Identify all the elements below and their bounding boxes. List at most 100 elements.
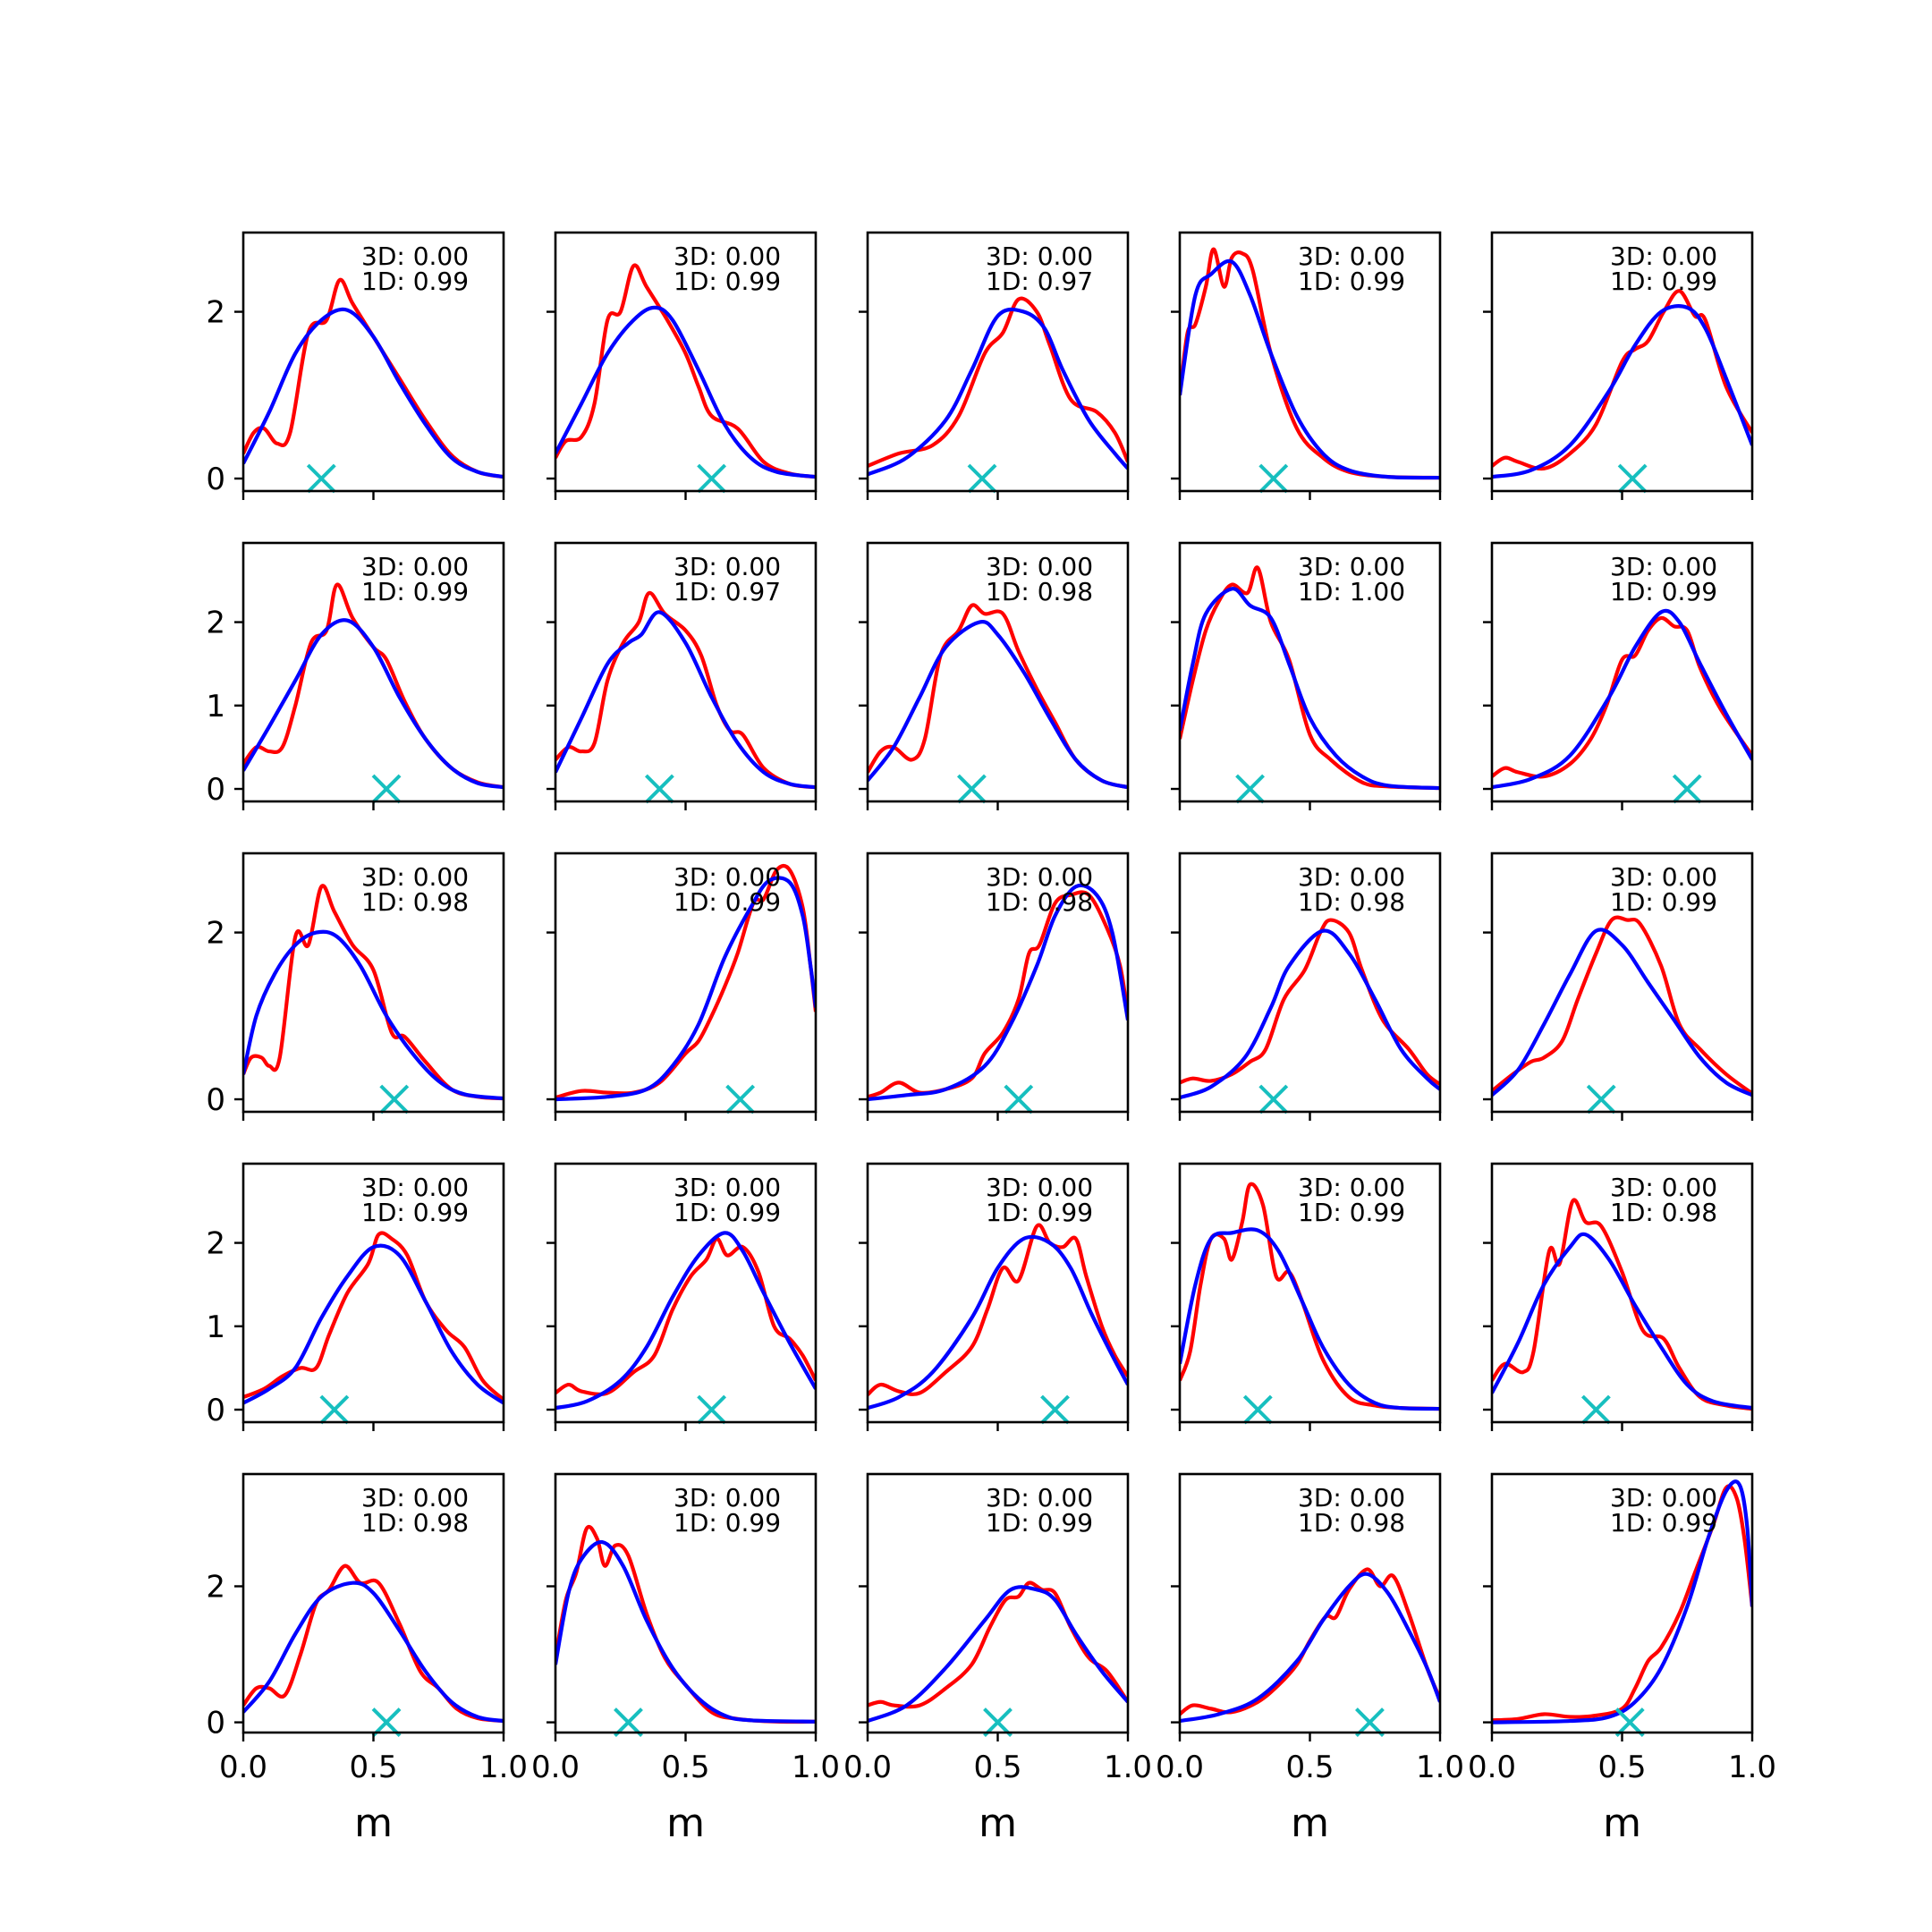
- annotation-3d: 3D: 0.00: [1610, 1483, 1717, 1513]
- x-tick-label: 0.5: [349, 1750, 397, 1785]
- series-red-line: [1492, 289, 1752, 471]
- annotation-3d: 3D: 0.00: [1610, 242, 1717, 271]
- annotation-1d: 1D: 0.99: [1610, 577, 1717, 606]
- series-blue-line: [555, 876, 816, 1102]
- series-blue-line: [243, 618, 504, 790]
- cross-marker: [371, 1707, 402, 1738]
- x-tick-label: 0.5: [1597, 1750, 1646, 1785]
- series-red-line: [1492, 1484, 1752, 1723]
- series-blue-line: [1492, 1479, 1752, 1724]
- x-axis-label: m: [354, 1801, 393, 1846]
- y-tick-label: 0: [206, 462, 225, 497]
- series-blue-line: [555, 610, 816, 790]
- cross-marker: [1235, 774, 1265, 804]
- series-red-line: [243, 884, 504, 1101]
- series-blue-line: [868, 883, 1128, 1102]
- x-axis-label: m: [1291, 1801, 1329, 1846]
- series-blue-line: [555, 1539, 816, 1724]
- annotation-1d: 1D: 0.99: [986, 1508, 1093, 1538]
- cross-marker: [1614, 1707, 1645, 1738]
- x-tick-label: 0.5: [1285, 1750, 1334, 1785]
- annotation-3d: 3D: 0.00: [986, 242, 1093, 271]
- annotation-1d: 1D: 0.97: [986, 267, 1093, 296]
- annotation-1d: 1D: 0.99: [1610, 1508, 1717, 1538]
- series-blue-line: [1492, 928, 1752, 1097]
- cross-marker: [967, 463, 997, 494]
- series-red-line: [1492, 915, 1752, 1096]
- series-blue-line: [1180, 1227, 1440, 1411]
- cross-marker: [1258, 463, 1289, 494]
- annotation-1d: 1D: 0.99: [674, 1198, 781, 1227]
- y-tick-label: 0: [206, 1706, 225, 1741]
- cross-marker: [1580, 1394, 1611, 1425]
- cross-marker: [1672, 774, 1702, 804]
- annotation-1d: 1D: 0.99: [674, 1508, 781, 1538]
- annotation-1d: 1D: 0.97: [674, 577, 781, 606]
- series-blue-line: [555, 305, 816, 479]
- x-tick-label: 0.0: [219, 1750, 267, 1785]
- annotation-1d: 1D: 0.98: [361, 1508, 469, 1538]
- series-blue-line: [868, 620, 1128, 790]
- y-tick-label: 2: [206, 916, 225, 952]
- y-tick-label: 2: [206, 1226, 225, 1262]
- x-tick-label: 0.5: [661, 1750, 709, 1785]
- annotation-1d: 1D: 0.98: [361, 887, 469, 917]
- cross-marker: [644, 774, 674, 804]
- x-axis-label: m: [666, 1801, 705, 1846]
- cross-marker: [983, 1707, 1013, 1738]
- annotation-1d: 1D: 0.99: [361, 577, 469, 606]
- y-tick-label: 2: [206, 295, 225, 331]
- series-blue-line: [868, 307, 1128, 477]
- cross-marker: [1586, 1084, 1616, 1114]
- annotation-3d: 3D: 0.00: [1298, 1483, 1405, 1513]
- annotation-1d: 1D: 0.99: [361, 1198, 469, 1227]
- series-red-line: [868, 890, 1128, 1099]
- y-tick-label: 1: [206, 689, 225, 724]
- annotation-3d: 3D: 0.00: [986, 1483, 1093, 1513]
- annotation-3d: 3D: 0.00: [1298, 862, 1405, 892]
- cross-marker: [697, 463, 727, 494]
- annotation-3d: 3D: 0.00: [986, 552, 1093, 581]
- annotation-1d: 1D: 0.98: [986, 887, 1093, 917]
- series-red-line: [868, 296, 1128, 468]
- cross-marker: [371, 774, 402, 804]
- cross-marker: [1004, 1084, 1034, 1114]
- annotation-3d: 3D: 0.00: [674, 552, 781, 581]
- annotation-1d: 1D: 0.99: [1610, 887, 1717, 917]
- x-tick-label: 0.0: [843, 1750, 892, 1785]
- annotation-3d: 3D: 0.00: [361, 1483, 469, 1513]
- x-tick-label: 0.5: [973, 1750, 1021, 1785]
- annotation-1d: 1D: 0.98: [1610, 1198, 1717, 1227]
- series-blue-line: [1492, 304, 1752, 479]
- annotation-3d: 3D: 0.00: [1610, 862, 1717, 892]
- annotation-1d: 1D: 0.98: [1298, 887, 1405, 917]
- annotation-3d: 3D: 0.00: [986, 862, 1093, 892]
- annotation-1d: 1D: 0.98: [1298, 1508, 1405, 1538]
- annotation-3d: 3D: 0.00: [674, 1173, 781, 1202]
- annotation-1d: 1D: 0.98: [986, 577, 1093, 606]
- annotation-3d: 3D: 0.00: [674, 862, 781, 892]
- x-tick-label: 1.0: [1104, 1750, 1152, 1785]
- series-blue-line: [243, 929, 504, 1101]
- annotation-1d: 1D: 0.99: [361, 267, 469, 296]
- annotation-3d: 3D: 0.00: [1298, 552, 1405, 581]
- series-blue-line: [243, 1243, 504, 1405]
- cross-marker: [725, 1084, 756, 1114]
